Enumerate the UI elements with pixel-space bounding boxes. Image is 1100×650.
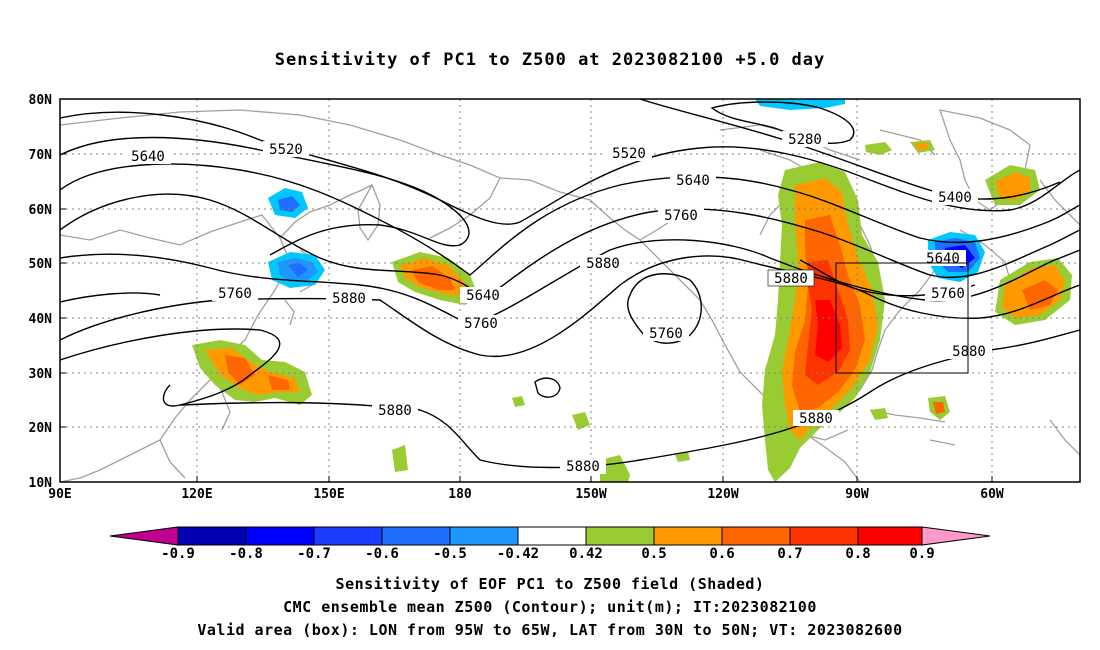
footer-line-3: Valid area (box): LON from 95W to 65W, L…: [197, 621, 903, 639]
colorbar-right-arrow: [921, 526, 991, 546]
lon-label: 90W: [845, 487, 869, 502]
contour-label: 5880: [952, 344, 986, 360]
colorbar-box: [585, 526, 655, 546]
lon-label: 60W: [980, 487, 1004, 502]
lon-label: 120W: [707, 487, 738, 502]
map-title: Sensitivity of PC1 to Z500 at 2023082100…: [274, 50, 826, 70]
colorbar-box: [789, 526, 859, 546]
colorbar-label: 0.6: [709, 546, 734, 562]
lon-label: 90E: [48, 487, 71, 502]
colorbar-box: [245, 526, 315, 546]
tick-marks: [60, 98, 993, 483]
contour-label: 5760: [649, 326, 683, 342]
contour-label: 5880: [378, 403, 412, 419]
footer-line-2: CMC ensemble mean Z500 (Contour); unit(m…: [283, 598, 817, 616]
shade-goa-darkorange: [412, 266, 455, 290]
contour-label: 5760: [664, 208, 698, 224]
contour-label: 5760: [931, 286, 965, 302]
contour-label: 5880: [799, 411, 833, 427]
contour-label: 5760: [464, 316, 498, 332]
footer-line-1: Sensitivity of EOF PC1 to Z500 field (Sh…: [335, 575, 765, 593]
colorbar-left-arrow: [109, 526, 179, 546]
valid-area-box: [835, 262, 969, 374]
shade-kam-blue2: [288, 263, 308, 277]
colorbar-box: [381, 526, 451, 546]
shade-na-red2: [815, 300, 842, 362]
contour-label: 5640: [466, 288, 500, 304]
lat-label: 60N: [29, 203, 53, 218]
contour-label: 5760: [218, 286, 252, 302]
contour-label: 5400: [938, 190, 972, 206]
lat-label: 10N: [29, 476, 53, 491]
lat-label: 80N: [29, 93, 53, 108]
contour-label: 5640: [926, 251, 960, 267]
colorbar-label: 0.42: [569, 546, 603, 562]
lon-label: 180: [448, 487, 472, 502]
colorbar-label: 0.7: [777, 546, 802, 562]
lat-label: 30N: [29, 367, 53, 382]
colorbar-label: 0.5: [641, 546, 666, 562]
contour-label: 5280: [788, 132, 822, 148]
contour-label: 5520: [612, 146, 646, 162]
lat-label: 50N: [29, 257, 53, 272]
colorbar-label: 0.9: [909, 546, 934, 562]
contour-labels: 5520 5520 5640 5640 5640 5640 5760 5760 …: [125, 131, 992, 475]
colorbar-box: [857, 526, 923, 546]
colorbar-box: [653, 526, 723, 546]
longitude-labels: 90E 120E 150E 180 150W 120W 90W 60W: [48, 487, 1004, 502]
shade-sea-darkorange2: [268, 375, 290, 390]
contour-label: 5880: [332, 291, 366, 307]
colorbar-label: -0.9: [161, 546, 195, 562]
colorbar-label: -0.8: [229, 546, 263, 562]
contour-label: 5640: [131, 149, 165, 165]
lat-label: 70N: [29, 148, 53, 163]
contour-label: 5880: [586, 256, 620, 272]
colorbar-label: 0.8: [845, 546, 870, 562]
shade-atl-darkorange: [1022, 280, 1058, 310]
contour-label: 5640: [676, 173, 710, 189]
colorbar-box: [313, 526, 383, 546]
contour-label: 5880: [774, 271, 808, 287]
latitude-labels: 80N 70N 60N 50N 40N 30N 20N 10N: [29, 93, 53, 491]
sensitivity-map: 5520 5520 5640 5640 5640 5640 5760 5760 …: [29, 93, 1081, 562]
lat-label: 40N: [29, 312, 53, 327]
contour-label: 5520: [269, 142, 303, 158]
colorbar: -0.9 -0.8 -0.7 -0.6 -0.5 -0.42 0.42 0.5 …: [109, 526, 991, 562]
colorbar-box: [177, 526, 247, 546]
colorbar-label: -0.5: [433, 546, 467, 562]
grid-lines: [60, 99, 1080, 482]
colorbar-label: -0.7: [297, 546, 331, 562]
colorbar-box: [721, 526, 791, 546]
shade-okh-blue: [278, 196, 300, 212]
lon-label: 150E: [313, 487, 344, 502]
lon-label: 120E: [181, 487, 212, 502]
colorbar-label: -0.6: [365, 546, 399, 562]
map-frame: [59, 98, 1081, 483]
colorbar-box: [449, 526, 519, 546]
lat-label: 20N: [29, 421, 53, 436]
sensitivity-shading: [192, 99, 1072, 482]
colorbar-label: -0.42: [497, 546, 539, 562]
shade-grl-orange: [995, 172, 1030, 200]
contour-label: 5880: [566, 459, 600, 475]
colorbar-box: [517, 526, 587, 546]
lon-label: 150W: [575, 487, 606, 502]
